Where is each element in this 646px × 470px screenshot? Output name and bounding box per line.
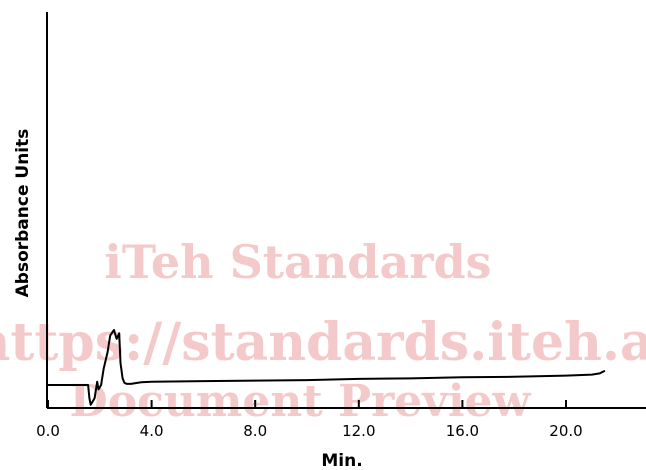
plot-area [46, 12, 646, 409]
watermark-line-2: (https://standards.iteh.ai) [0, 312, 646, 373]
y-axis-title: Absorbance Units [13, 129, 33, 298]
x-axis-ticks: 0.0 4.0 8.0 12.0 16.0 20.0 [36, 400, 583, 440]
x-tick-label: 12.0 [342, 422, 375, 440]
x-axis-title: Min. [321, 451, 362, 470]
x-tick-label: 0.0 [36, 422, 60, 440]
watermark: iTeh Standards (https://standards.iteh.a… [0, 235, 646, 427]
series-line-0 [48, 329, 606, 406]
x-tick-label: 16.0 [446, 422, 479, 440]
x-tick-label: 4.0 [140, 422, 164, 440]
x-tick-label: 20.0 [549, 422, 582, 440]
watermark-line-3: Document Preview [70, 376, 532, 427]
x-tick-label: 8.0 [243, 422, 267, 440]
watermark-line-1: iTeh Standards [104, 235, 491, 289]
